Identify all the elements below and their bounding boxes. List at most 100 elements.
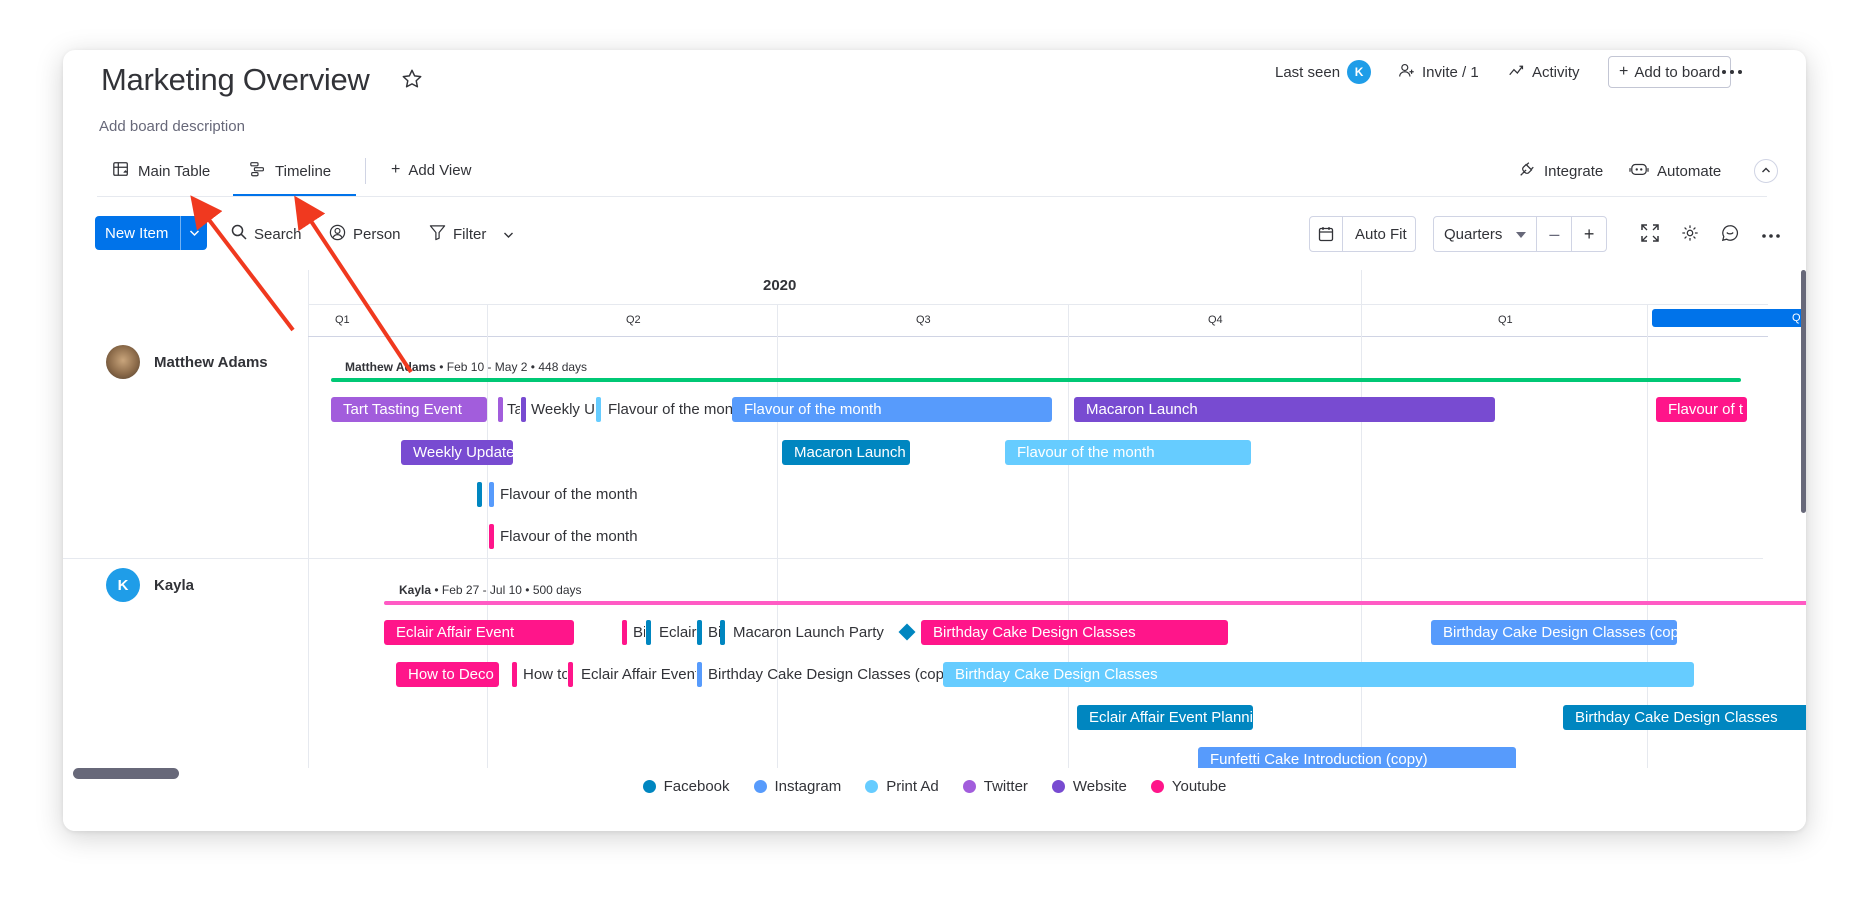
tab-separator (365, 158, 366, 184)
timeline-item[interactable]: Weekly Up (531, 401, 595, 418)
integrate-label: Integrate (1544, 162, 1604, 180)
timeline-item-marker[interactable] (720, 620, 725, 645)
tab-timeline[interactable]: Timeline (249, 160, 331, 182)
timeline-more-icon[interactable] (1761, 228, 1781, 246)
timeline-icon (249, 160, 267, 182)
plus-icon: + (391, 161, 401, 178)
legend-label: Twitter (983, 778, 1028, 795)
timeline-item[interactable]: Flavour of the month (500, 528, 638, 545)
invite-person-icon (1398, 62, 1415, 83)
timeline-item[interactable]: How to (523, 666, 567, 683)
quarter-label: Q1 (335, 314, 350, 326)
timeline-item-marker[interactable] (596, 397, 601, 422)
chat-feedback-icon[interactable] (1721, 224, 1739, 247)
timeline-item[interactable]: Ta (507, 401, 520, 418)
board-more-icon[interactable] (1721, 64, 1743, 85)
settings-gear-icon[interactable] (1681, 224, 1699, 247)
avatar[interactable]: K (106, 568, 140, 602)
tab-timeline-label: Timeline (275, 162, 332, 180)
timeline-item-marker[interactable] (646, 620, 651, 645)
auto-fit-button[interactable]: Auto Fit (1309, 216, 1416, 252)
timeline-item[interactable]: Birthday Cake Design Classes (copy) (708, 666, 943, 683)
chevron-down-icon[interactable] (181, 229, 207, 237)
add-to-board-button[interactable]: + Add to board (1608, 56, 1732, 88)
timeline-item[interactable]: Flavour of the month (732, 397, 1052, 422)
quarter-label: Q2 (626, 314, 641, 326)
vertical-scrollbar[interactable] (1801, 270, 1806, 513)
zoom-out-button[interactable]: – (1537, 217, 1573, 251)
activity-icon (1508, 62, 1525, 83)
timescale-label: Quarters (1444, 225, 1503, 243)
timeline-item[interactable]: Macaron Launch (782, 440, 910, 465)
group-person-name: Matthew Adams (154, 354, 268, 371)
timeline-year: 2020 (763, 277, 797, 294)
timeline-item[interactable]: Flavour of the month (500, 486, 638, 503)
search-label: Search (254, 225, 302, 243)
activity-button[interactable]: Activity (1508, 60, 1580, 84)
timeline-item-marker[interactable] (697, 620, 702, 645)
invite-button[interactable]: Invite / 1 (1398, 60, 1479, 84)
new-item-button[interactable]: New Item (95, 216, 207, 250)
timeline-item[interactable]: Birthday Cake Design Classes (1563, 705, 1806, 730)
board-title[interactable]: Marketing Overview (101, 62, 370, 97)
legend-item: Website (1051, 778, 1127, 795)
timeline-item-marker[interactable] (521, 397, 526, 422)
legend-label: Print Ad (886, 778, 939, 795)
legend-label: Youtube (1171, 778, 1227, 795)
filter-button[interactable]: Filter (429, 224, 514, 245)
timeline-item[interactable]: Bi (633, 624, 645, 641)
horizontal-scrollbar[interactable] (73, 768, 179, 779)
collapse-header-button[interactable] (1754, 159, 1778, 183)
add-view-button[interactable]: + Add View (391, 161, 471, 179)
timeline-item-marker[interactable] (622, 620, 627, 645)
fullscreen-icon[interactable] (1641, 224, 1659, 247)
avatar[interactable] (106, 345, 140, 379)
timeline-item[interactable]: Macaron Launch Party (733, 624, 884, 641)
integrate-icon (1518, 160, 1536, 182)
timeline-item-marker[interactable] (512, 662, 517, 687)
timeline-item[interactable]: Macaron Launch (1074, 397, 1495, 422)
timeline-item[interactable]: How to Deco (396, 662, 499, 687)
timeline-item-marker[interactable] (697, 662, 702, 687)
timeline-item-marker[interactable] (568, 662, 573, 687)
activity-label: Activity (1532, 63, 1580, 81)
timeline-item[interactable]: Eclair Affair Event Planning (1077, 705, 1253, 730)
legend-dot (642, 780, 656, 793)
calendar-icon (1310, 217, 1343, 251)
legend-item: Twitter (962, 778, 1028, 795)
automate-button[interactable]: Automate (1629, 160, 1721, 182)
timeline-item-marker[interactable] (489, 524, 494, 549)
legend-label: Instagram (774, 778, 842, 795)
timeline-item[interactable]: Eclair Affair Event (581, 666, 696, 683)
tab-main-table[interactable]: Main Table (112, 160, 210, 182)
timeline-item[interactable]: Birthday Cake Design Classes (copy) (1431, 620, 1677, 645)
timeline-item[interactable]: Eclair (659, 624, 697, 641)
zoom-in-button[interactable]: + (1583, 223, 1595, 244)
favorite-star-icon[interactable] (401, 68, 423, 95)
legend-dot (1150, 780, 1164, 793)
search-button[interactable]: Search (231, 224, 302, 244)
timeline-item-marker[interactable] (477, 482, 482, 507)
timeline-item-marker[interactable] (498, 397, 503, 422)
timescale-select[interactable]: Quarters (1434, 217, 1538, 251)
quarter-label: Q1 (1498, 314, 1513, 326)
timeline-item[interactable]: Flavour of the month (608, 401, 736, 418)
legend-dot (865, 780, 879, 793)
legend-item: Print Ad (865, 778, 939, 795)
timeline-item[interactable]: Weekly Update (401, 440, 513, 465)
timeline-item[interactable]: Flavour of t (1656, 397, 1747, 422)
timeline-item[interactable]: Birthday Cake Design Classes (921, 620, 1228, 645)
timeline-item[interactable]: Flavour of the month (1005, 440, 1251, 465)
timeline-item[interactable]: Bi (708, 624, 720, 641)
timeline-item[interactable]: Birthday Cake Design Classes (943, 662, 1694, 687)
board-description[interactable]: Add board description (99, 118, 245, 135)
caret-down-icon (1516, 225, 1527, 243)
timeline-item[interactable]: Eclair Affair Event (384, 620, 574, 645)
timeline-item-marker[interactable] (489, 482, 494, 507)
person-filter-button[interactable]: Person (329, 224, 401, 245)
last-seen[interactable]: Last seen K (1275, 60, 1372, 84)
timeline-item[interactable]: Funfetti Cake Introduction (copy) (1198, 747, 1516, 772)
integrate-button[interactable]: Integrate (1518, 160, 1603, 182)
legend-dot (1051, 780, 1065, 793)
timeline-item[interactable]: Tart Tasting Event (331, 397, 487, 422)
